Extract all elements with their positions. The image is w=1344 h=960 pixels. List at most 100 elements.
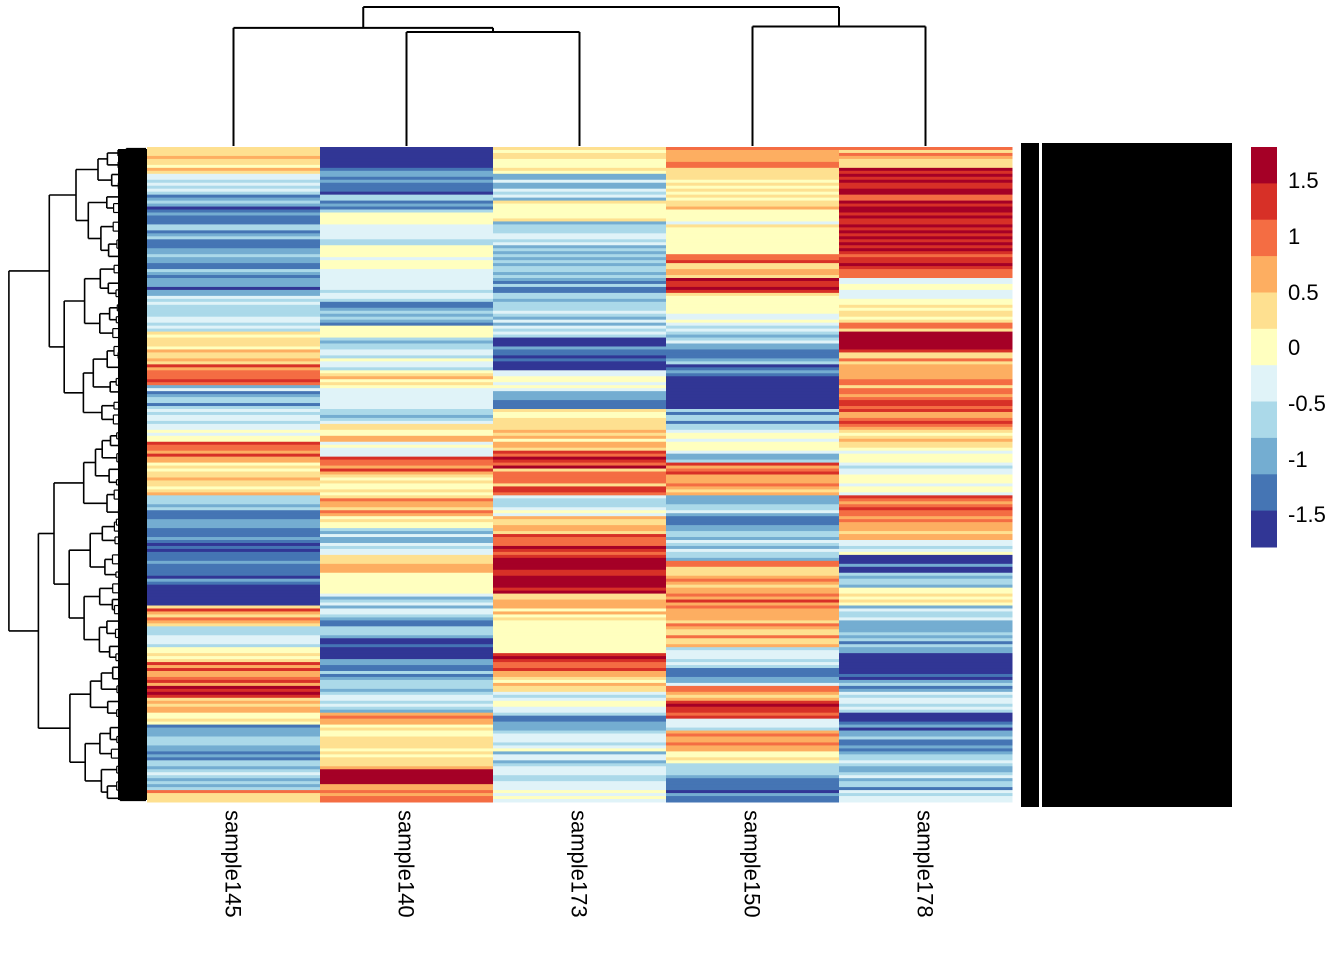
heatmap-cell [320,182,494,187]
heatmap-cell [320,730,494,735]
heatmap-cell [493,647,667,651]
heatmap-cell [666,620,840,624]
heatmap-cell [839,170,1013,175]
heatmap-cell [320,349,494,353]
heatmap-cell [493,340,667,344]
heatmap-cell [320,364,494,368]
heatmap-cell [320,304,494,309]
heatmap-cell [839,593,1013,598]
heatmap-cell [493,269,667,273]
heatmap-cell [666,584,840,589]
heatmap-cell [493,310,667,315]
heatmap-cell [839,343,1013,347]
heatmap-cell [839,599,1013,604]
heatmap-cell [320,409,494,413]
heatmap-cell [839,486,1013,490]
heatmap-cell [666,152,840,157]
heatmap-cell [839,400,1013,404]
heatmap-cell [493,632,667,636]
heatmap-cell [493,712,667,717]
row-dendrogram [8,147,147,802]
heatmap-cell [493,373,667,377]
heatmap-cell [147,778,321,782]
heatmap-cell [839,495,1013,499]
heatmap-cell [839,534,1013,538]
heatmap-cell [320,489,494,493]
heatmap-cell [839,608,1013,612]
heatmap-cell [666,736,840,740]
heatmap-cell [147,149,321,154]
heatmap-cell [320,644,494,648]
heatmap-cell [147,471,321,475]
heatmap-cell [839,721,1013,726]
heatmap-cell [147,537,321,541]
legend-tick-label: 0.5 [1288,280,1319,305]
heatmap-cell [666,388,840,392]
heatmap-cell [839,492,1013,496]
heatmap-cell [147,236,321,240]
heatmap-cell [666,730,840,735]
heatmap-cell [320,537,494,541]
heatmap-cell [666,272,840,276]
heatmap-cell [493,236,667,240]
heatmap-cell [666,754,840,758]
heatmap-cell [493,230,667,234]
heatmap-cell [839,632,1013,636]
heatmap-cell [839,653,1013,657]
heatmap-cell [839,519,1013,523]
heatmap-cell [666,364,840,368]
heatmap-cell [493,688,667,693]
heatmap-cell [839,176,1013,181]
heatmap-cell [839,218,1013,222]
heatmap-cell [147,188,321,193]
heatmap-cell [320,269,494,273]
heatmap-cell [147,587,321,592]
heatmap-cell [666,483,840,487]
heatmap-cell [666,724,840,729]
heatmap-cell [493,411,667,416]
heatmap-cell [666,516,840,520]
heatmap-cell [839,682,1013,687]
heatmap-cell [839,417,1013,422]
heatmap-cell [666,432,840,437]
heatmap-cell [147,254,321,258]
heatmap-cell [147,373,321,377]
heatmap-cell [320,194,494,199]
heatmap-cell [147,450,321,455]
heatmap-cell [839,542,1013,547]
heatmap-cell [666,671,840,675]
heatmap-cell [839,697,1013,702]
heatmap-cell [839,748,1013,752]
heatmap-cell [666,450,840,455]
heatmap-cell [666,435,840,440]
heatmap-cell [839,149,1013,154]
heatmap-cell [320,411,494,416]
heatmap-cell [839,248,1013,252]
heatmap-cell [493,423,667,428]
heatmap-cell [147,772,321,776]
heatmap-cell [493,170,667,175]
heatmap-cell [839,370,1013,374]
heatmap-cell [839,522,1013,526]
heatmap-cell [493,623,667,627]
heatmap-cell [147,673,321,678]
heatmap-cell [839,548,1013,553]
heatmap-cell [147,644,321,648]
heatmap-cell [147,167,321,172]
heatmap-cell [320,167,494,172]
legend-swatch [1251,219,1277,257]
heatmap-cell [666,498,840,502]
heatmap-cell [147,340,321,344]
heatmap-cell [493,575,667,580]
heatmap-cell [320,346,494,350]
heatmap-cell [147,688,321,693]
heatmap-cell [666,444,840,449]
heatmap-cell [839,206,1013,211]
heatmap-cell [839,679,1013,684]
heatmap-cell [666,385,840,389]
heatmap-cell [493,531,667,535]
heatmap-cell [320,337,494,342]
heatmap-cell [320,429,494,434]
heatmap-cell [147,659,321,663]
heatmap-cell [839,629,1013,633]
